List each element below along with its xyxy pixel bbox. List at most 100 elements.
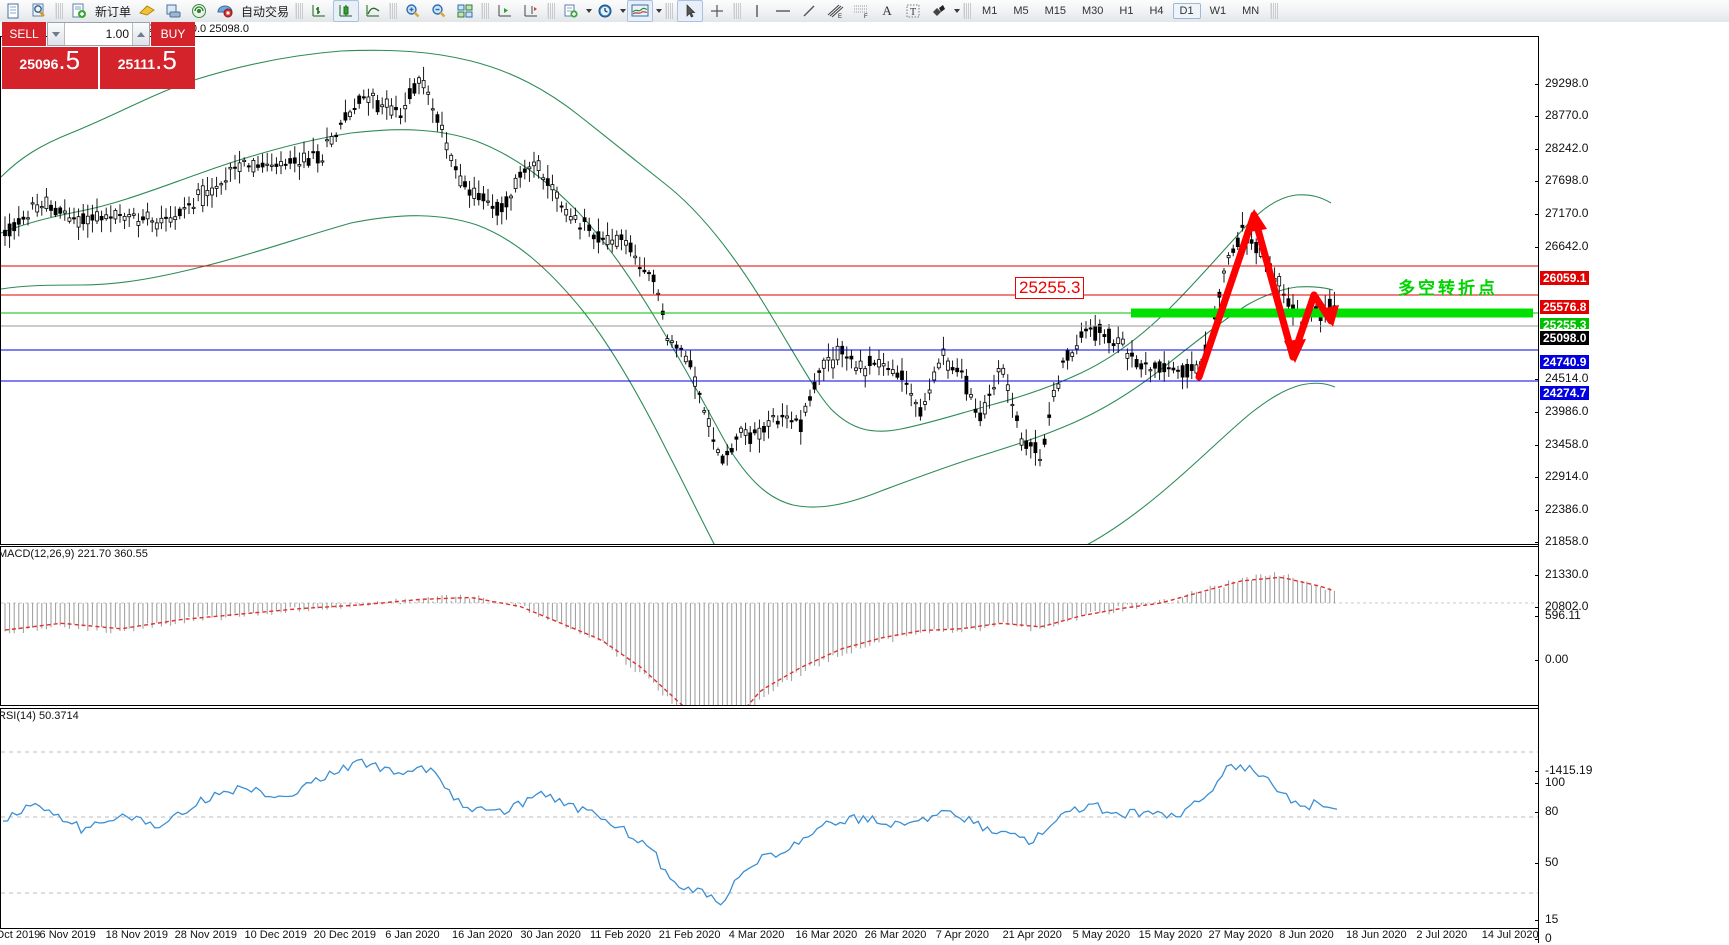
bid-price-badge[interactable]: 25098.0: [1540, 331, 1590, 345]
one-click-trading-panel[interactable]: SELL 1.00 BUY 25096 .5 25111 .5: [2, 22, 195, 90]
timeframe-w1[interactable]: W1: [1209, 5, 1227, 17]
price-tick-mark: [1535, 116, 1539, 117]
signals-icon[interactable]: [187, 1, 211, 21]
text-label-icon[interactable]: T: [901, 1, 925, 21]
rsi-chart-svg: [1, 751, 1538, 906]
vertical-line-icon[interactable]: [745, 1, 769, 21]
toolbar-separator: [55, 3, 63, 19]
price-tick-mark: [1535, 477, 1539, 478]
buy-price-button[interactable]: 25111 .5: [99, 45, 195, 89]
date-axis-label: 27 May 2020: [1208, 929, 1273, 941]
candlestick-chart-icon[interactable]: [333, 0, 360, 22]
volume-increase-button[interactable]: [132, 23, 149, 45]
scale-tick-mark: [1535, 812, 1539, 813]
trendline-icon[interactable]: [797, 1, 821, 21]
pivot-level-badge[interactable]: 25255.3: [1540, 318, 1590, 332]
timeframe-mn[interactable]: MN: [1242, 5, 1260, 17]
fibonacci-icon[interactable]: F: [849, 1, 873, 21]
arrows-icon[interactable]: [927, 1, 951, 21]
price-tick-label: 21330.0: [1545, 567, 1589, 581]
chart-shift-icon[interactable]: [493, 1, 517, 21]
horizontal-line-icon[interactable]: [771, 1, 795, 21]
volume-stepper[interactable]: 1.00: [47, 22, 150, 46]
equidistant-channel-icon[interactable]: E: [823, 1, 847, 21]
macd-pane[interactable]: MACD(12,26,9) 221.70 360.55: [0, 546, 1539, 706]
price-tick-label: 23986.0: [1545, 404, 1589, 418]
line-chart-icon[interactable]: [361, 1, 385, 21]
timeframe-d1[interactable]: D1: [1172, 3, 1201, 19]
new-order-icon[interactable]: [67, 1, 91, 21]
periods-clock-icon[interactable]: [593, 1, 617, 21]
new-chart-icon[interactable]: [1, 1, 25, 21]
date-axis[interactable]: Oct 2019 6 Nov 2019 18 Nov 2019 28 Nov 2019…: [0, 929, 1539, 943]
date-axis-label: 26 Mar 2020: [864, 929, 927, 941]
buy-price-integer: 25111: [117, 56, 156, 72]
price-tick-mark: [1535, 445, 1539, 446]
chart-window[interactable]: HK50-,Daily 25526.0 25782.0 24990.0 2509…: [0, 22, 1729, 945]
date-axis-label: 21 Apr 2020: [1002, 929, 1062, 941]
timeframe-m15[interactable]: M15: [1044, 5, 1066, 17]
text-icon[interactable]: A: [882, 3, 892, 18]
arrows-chevron-down-icon[interactable]: [954, 9, 961, 13]
auto-trading-label[interactable]: 自动交易: [241, 4, 290, 19]
price-tick-label: 27170.0: [1545, 206, 1589, 220]
auto-trading-icon[interactable]: [213, 1, 237, 21]
toolbar-separator-2: [295, 3, 304, 19]
sell-price-button[interactable]: 25096 .5: [2, 47, 98, 89]
price-tick-mark: [1535, 84, 1539, 85]
date-axis-label: 8 Jun 2020: [1279, 929, 1334, 941]
price-tick-label: 24514.0: [1545, 371, 1589, 385]
timeframe-h4[interactable]: H4: [1149, 5, 1164, 17]
cursor-icon[interactable]: [677, 0, 704, 22]
date-axis-label: 15 May 2020: [1138, 929, 1203, 941]
date-axis-label: 18 Nov 2019: [105, 929, 168, 941]
timeframe-m1[interactable]: M1: [982, 5, 998, 17]
scale-tick-mark: [1535, 939, 1539, 940]
scale-tick-mark: [1535, 771, 1539, 772]
volume-value[interactable]: 1.00: [105, 27, 129, 41]
support-level-badge-2[interactable]: 24274.7: [1540, 386, 1590, 400]
price-scale[interactable]: 29298.0 28770.0 28242.0 27698.0 27170.0 26642…: [1535, 36, 1729, 945]
indicators-icon[interactable]: [559, 1, 583, 21]
resistance-level-badge-2[interactable]: 25576.8: [1540, 300, 1590, 314]
templates-chevron-down-icon[interactable]: [656, 9, 663, 13]
price-tick-mark: [1535, 412, 1539, 413]
symbols-search-icon[interactable]: [27, 1, 51, 21]
new-order-label[interactable]: 新订单: [95, 4, 132, 19]
timeframe-h1[interactable]: H1: [1119, 5, 1134, 17]
volume-decrease-button[interactable]: [48, 23, 65, 45]
templates-icon[interactable]: [627, 0, 654, 22]
buy-price-decimal: .5: [155, 45, 177, 75]
price-tick-label: 26642.0: [1545, 239, 1589, 253]
date-axis-label: 6 Nov 2019: [39, 929, 96, 941]
price-tick-mark: [1535, 607, 1539, 608]
zoom-in-icon[interactable]: [401, 1, 425, 21]
price-pane[interactable]: HK50-,Daily 25526.0 25782.0 24990.0 2509…: [0, 36, 1539, 545]
scale-tick-mark: [1535, 863, 1539, 864]
rsi-pane[interactable]: RSI(14) 50.3714: [0, 708, 1539, 929]
sell-button-label[interactable]: SELL: [2, 22, 46, 46]
expert-advisor-icon[interactable]: [135, 1, 159, 21]
indicators-chevron-down-icon[interactable]: [586, 9, 593, 13]
tile-windows-icon[interactable]: [453, 1, 477, 21]
price-annotation-tag[interactable]: 25255.3: [1015, 277, 1085, 299]
support-level-badge[interactable]: 24740.9: [1540, 355, 1590, 369]
price-tick-label: 22386.0: [1545, 502, 1589, 516]
svg-text:E: E: [838, 14, 842, 19]
periods-chevron-down-icon[interactable]: [620, 9, 627, 13]
metaeditor-icon[interactable]: [161, 1, 185, 21]
bar-chart-icon[interactable]: [307, 1, 331, 21]
date-axis-label: 18 Jun 2020: [1346, 929, 1407, 941]
toolbar-separator-3: [389, 3, 398, 19]
zoom-out-icon[interactable]: [427, 1, 451, 21]
trade-panel-top-row: SELL 1.00 BUY: [2, 22, 195, 46]
timeframe-m5[interactable]: M5: [1013, 5, 1029, 17]
chinese-annotation-note[interactable]: 多空转折点: [1398, 279, 1498, 299]
auto-scroll-icon[interactable]: [519, 1, 543, 21]
price-tick-mark: [1535, 542, 1539, 543]
date-axis-label: 11 Feb 2020: [590, 929, 651, 941]
crosshair-icon[interactable]: [705, 1, 729, 21]
buy-button-label[interactable]: BUY: [151, 22, 195, 46]
timeframe-m30[interactable]: M30: [1082, 5, 1104, 17]
resistance-level-badge[interactable]: 26059.1: [1540, 271, 1590, 285]
